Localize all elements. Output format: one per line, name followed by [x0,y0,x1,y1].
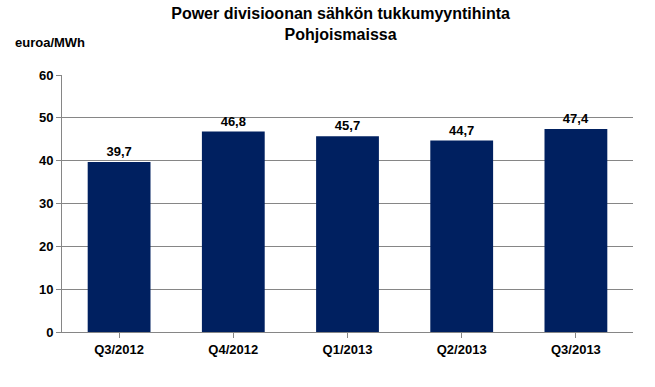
svg-text:Q4/2012: Q4/2012 [208,342,258,357]
svg-text:46,8: 46,8 [221,114,246,129]
svg-text:45,7: 45,7 [335,118,360,133]
svg-text:Q1/2013: Q1/2013 [323,342,373,357]
svg-text:0: 0 [46,325,53,340]
svg-text:40: 40 [39,153,53,168]
svg-text:60: 60 [39,68,53,83]
svg-text:Q2/2013: Q2/2013 [437,342,487,357]
svg-text:47,4: 47,4 [563,111,589,126]
svg-text:10: 10 [39,282,53,297]
svg-text:39,7: 39,7 [106,144,131,159]
svg-text:44,7: 44,7 [449,123,474,138]
svg-text:Q3/2013: Q3/2013 [551,342,601,357]
svg-text:50: 50 [39,110,53,125]
svg-text:Power divisioonan sähkön tukku: Power divisioonan sähkön tukkumyyntihint… [171,5,510,43]
svg-text:euroa/MWh: euroa/MWh [15,35,85,50]
svg-text:20: 20 [39,239,53,254]
svg-text:30: 30 [39,196,53,211]
svg-text:Q3/2012: Q3/2012 [94,342,144,357]
